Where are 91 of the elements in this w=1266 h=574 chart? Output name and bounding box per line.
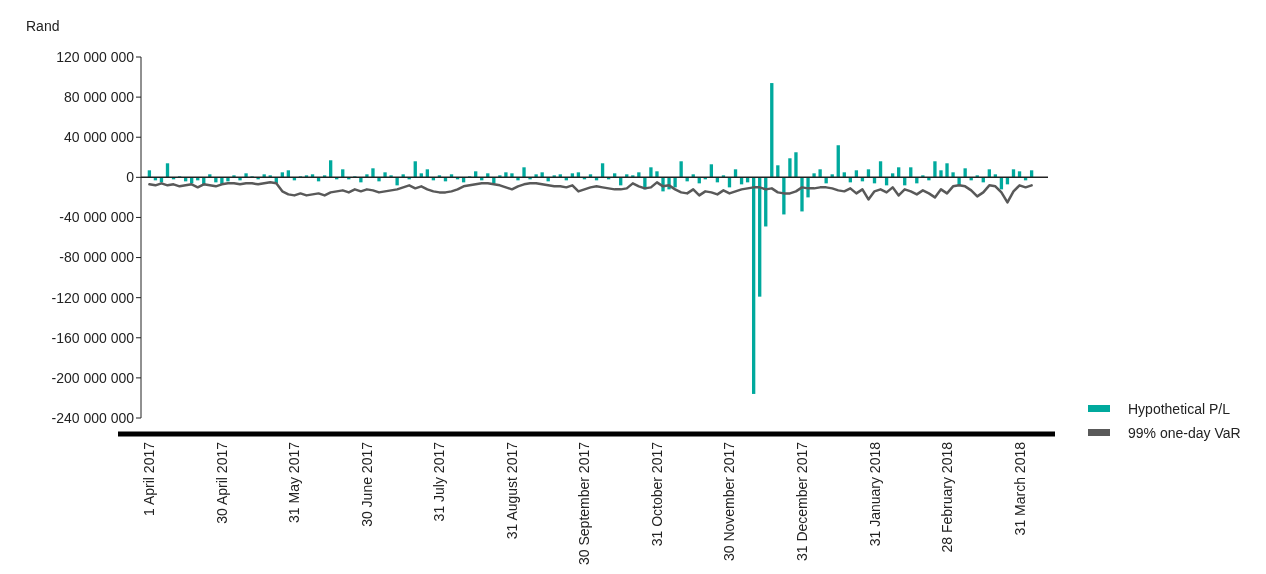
bar bbox=[709, 164, 714, 178]
bar bbox=[262, 174, 266, 178]
x-tick-label: 31 July 2017 bbox=[431, 441, 448, 522]
bar bbox=[1017, 171, 1022, 178]
bar bbox=[613, 173, 617, 178]
line-series bbox=[148, 181, 1033, 204]
bar bbox=[830, 174, 834, 178]
bar bbox=[419, 173, 423, 178]
bar bbox=[401, 174, 405, 178]
bar bbox=[679, 161, 683, 178]
bar bbox=[395, 177, 399, 186]
bar bbox=[933, 161, 937, 178]
bar bbox=[232, 175, 236, 178]
x-tick-label: 30 April 2017 bbox=[213, 441, 230, 524]
bar bbox=[890, 173, 895, 178]
x-tick-label: 1 April 2017 bbox=[141, 441, 158, 516]
bar bbox=[878, 161, 883, 178]
bar bbox=[993, 174, 998, 178]
y-tick-label: -120 000 000 bbox=[51, 289, 135, 306]
bar bbox=[226, 177, 230, 182]
x-tick-label: 30 June 2017 bbox=[358, 441, 375, 527]
bar bbox=[214, 177, 218, 183]
bar bbox=[310, 174, 315, 178]
bar bbox=[818, 169, 822, 178]
x-tick-label: 31 August 2017 bbox=[503, 441, 520, 540]
bar bbox=[588, 174, 593, 178]
x-tick-label: 31 January 2018 bbox=[866, 441, 883, 547]
bar bbox=[788, 158, 792, 178]
bar bbox=[637, 172, 641, 178]
bar bbox=[812, 173, 816, 178]
bar bbox=[963, 168, 967, 178]
bar bbox=[147, 170, 152, 178]
y-axis-title: Rand bbox=[26, 18, 60, 34]
bar bbox=[655, 171, 659, 178]
bar bbox=[836, 145, 840, 178]
x-tick-label: 31 May 2017 bbox=[286, 441, 303, 523]
y-tick-label: -200 000 000 bbox=[51, 369, 135, 386]
y-tick-label: -80 000 000 bbox=[59, 249, 135, 266]
bar bbox=[945, 163, 949, 178]
bar bbox=[776, 165, 780, 178]
y-tick-label: -40 000 000 bbox=[59, 209, 135, 226]
bar bbox=[522, 167, 526, 178]
bar bbox=[951, 172, 955, 178]
bar bbox=[570, 173, 575, 178]
bar bbox=[854, 170, 859, 178]
bar bbox=[691, 174, 695, 178]
legend-label: 99% one-day VaR bbox=[1128, 424, 1241, 441]
x-tick-label: 30 September 2017 bbox=[576, 441, 593, 565]
bar bbox=[921, 175, 925, 178]
y-tick-label: 40 000 000 bbox=[63, 129, 135, 146]
y-tick-label: 80 000 000 bbox=[63, 89, 135, 106]
bar bbox=[558, 174, 562, 178]
bar bbox=[625, 174, 629, 178]
bar bbox=[939, 170, 943, 178]
y-tick-label: -240 000 000 bbox=[51, 409, 135, 426]
bar bbox=[377, 177, 381, 182]
bar bbox=[1029, 170, 1034, 178]
x-tick-label: 31 March 2018 bbox=[1011, 441, 1028, 536]
bar bbox=[770, 83, 774, 178]
bar bbox=[794, 152, 798, 178]
legend-label: Hypothetical P/L bbox=[1128, 400, 1231, 417]
bar bbox=[286, 170, 291, 178]
bar bbox=[782, 177, 786, 215]
bar bbox=[383, 172, 387, 178]
bar bbox=[389, 175, 393, 178]
bar bbox=[365, 174, 369, 178]
bar bbox=[413, 161, 417, 178]
y-tick-label: 0 bbox=[126, 169, 135, 186]
bar bbox=[673, 177, 677, 188]
y-tick-label: -160 000 000 bbox=[51, 329, 135, 346]
bar bbox=[534, 174, 538, 178]
bar bbox=[897, 167, 901, 178]
y-tick-label: 120 000 000 bbox=[56, 48, 135, 65]
bar bbox=[504, 172, 508, 178]
x-tick-label: 31 October 2017 bbox=[648, 441, 665, 547]
bar bbox=[371, 168, 375, 178]
bar bbox=[800, 177, 804, 212]
bar bbox=[909, 167, 913, 178]
bar bbox=[244, 173, 248, 178]
bar bbox=[540, 172, 544, 178]
bar bbox=[510, 173, 514, 178]
bar bbox=[208, 174, 212, 178]
x-tick-label: 28 February 2018 bbox=[939, 441, 956, 553]
bar bbox=[449, 174, 454, 178]
x-tick-label: 30 November 2017 bbox=[721, 441, 738, 562]
x-tick-label: 31 December 2017 bbox=[794, 441, 810, 562]
bar bbox=[359, 177, 363, 183]
bar bbox=[486, 173, 490, 178]
bar bbox=[474, 171, 478, 178]
bar bbox=[498, 175, 502, 178]
bar bbox=[649, 167, 653, 178]
